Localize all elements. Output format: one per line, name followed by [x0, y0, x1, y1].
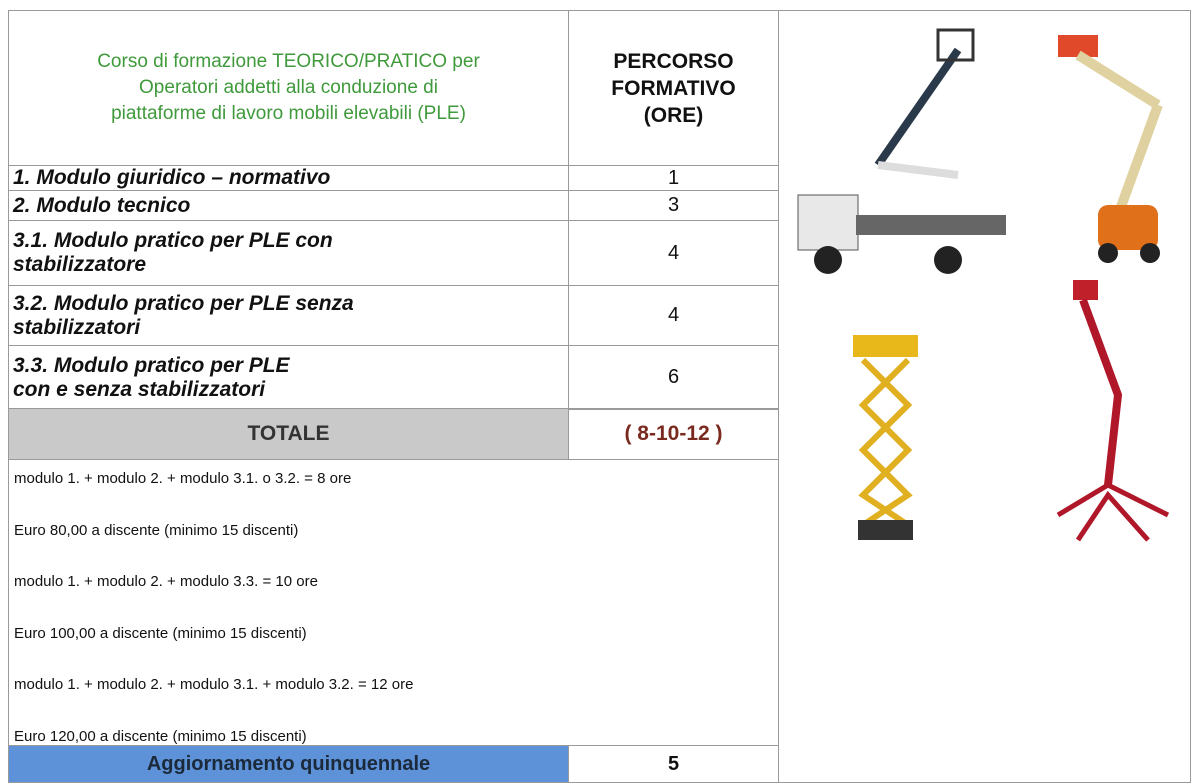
text: 3 [667, 194, 680, 216]
text: 2. Modulo tecnico [13, 193, 191, 217]
text: 3.3. Modulo pratico per PLE [13, 353, 290, 377]
articulated-lift [1058, 35, 1163, 263]
text: 1. Modulo giuridico – normativo [13, 166, 331, 189]
module-label-text: 3.2. Modulo pratico per PLE senza stabili… [13, 292, 354, 340]
text: Operatori addetti alla conduzione di [139, 77, 438, 98]
truck-lift [797, 28, 1006, 274]
note-line: modulo 1. + modulo 2. + modulo 3.1. o 3.… [14, 470, 352, 487]
header-hours: PERCORSO FORMATIVO (ORE) [568, 10, 779, 166]
total-label: TOTALE [8, 408, 569, 460]
text: 3.2. Modulo pratico per PLE senza [13, 291, 354, 315]
note-line: Euro 80,00 a discente (minimo 15 discent… [14, 521, 299, 539]
module-hours: 4 [568, 220, 779, 286]
module-label-text: 1. Modulo giuridico – normativo [13, 166, 330, 190]
text: FORMATIVO [611, 76, 736, 100]
update-label: Aggiornamento quinquennale [8, 745, 569, 783]
note-line: Euro 120,00 a discente (minimo 15 discen… [14, 727, 307, 745]
text: stabilizzatori [13, 315, 141, 339]
notes-box [8, 459, 779, 746]
text: TOTALE [247, 422, 330, 445]
text: piattaforme di lavoro mobili elevabili (… [111, 103, 466, 124]
text: PERCORSO [613, 49, 734, 73]
text: 4 [667, 241, 680, 264]
module-label: 1. Modulo giuridico – normativo [8, 165, 569, 191]
machine-illustrations [797, 28, 1170, 542]
text: 4 [667, 304, 680, 326]
header-title: Corso di formazione TEORICO/PRATICO per … [8, 10, 569, 166]
update-hours: 5 [568, 745, 779, 783]
note-line: modulo 1. + modulo 2. + modulo 3.3. = 10… [14, 573, 318, 590]
text: con e senza stabilizzatori [13, 377, 266, 401]
module-label-text: 3.1. Modulo pratico per PLE con stabilizz… [13, 229, 333, 277]
text: (ORE) [643, 103, 704, 127]
scissor-lift [853, 335, 918, 540]
spider-lift [1056, 280, 1170, 542]
text: 3.1. Modulo pratico per PLE con [13, 229, 333, 252]
text: 5 [667, 752, 680, 775]
text: 1 [667, 166, 680, 189]
total-hours: ( 8-10-12 ) [568, 408, 779, 460]
text: ( 8-10-12 ) [624, 422, 723, 445]
text: 6 [667, 366, 680, 388]
header-title-text: Corso di formazione TEORICO/PRATICO per … [97, 49, 480, 127]
module-hours: 4 [568, 285, 779, 346]
text: Corso di formazione TEORICO/PRATICO per [97, 51, 480, 72]
text: stabilizzatore [13, 253, 147, 276]
module-hours: 6 [568, 345, 779, 410]
module-hours: 1 [568, 165, 779, 191]
module-label-text: 2. Modulo tecnico [13, 194, 190, 218]
note-line: Euro 100,00 a discente (minimo 15 discen… [14, 624, 307, 642]
module-label-text: 3.3. Modulo pratico per PLE con e senza s… [13, 354, 290, 402]
note-line: modulo 1. + modulo 2. + modulo 3.1. + mo… [14, 676, 414, 693]
module-hours: 3 [568, 190, 779, 221]
module-label: 2. Modulo tecnico [8, 190, 569, 221]
text: Aggiornamento quinquennale [146, 752, 431, 775]
header-hours-text: PERCORSO FORMATIVO (ORE) [611, 48, 735, 129]
module-label: 3.1. Modulo pratico per PLE con stabilizz… [8, 220, 569, 286]
module-label: 3.3. Modulo pratico per PLE con e senza s… [8, 345, 569, 410]
module-label: 3.2. Modulo pratico per PLE senza stabili… [8, 285, 569, 346]
